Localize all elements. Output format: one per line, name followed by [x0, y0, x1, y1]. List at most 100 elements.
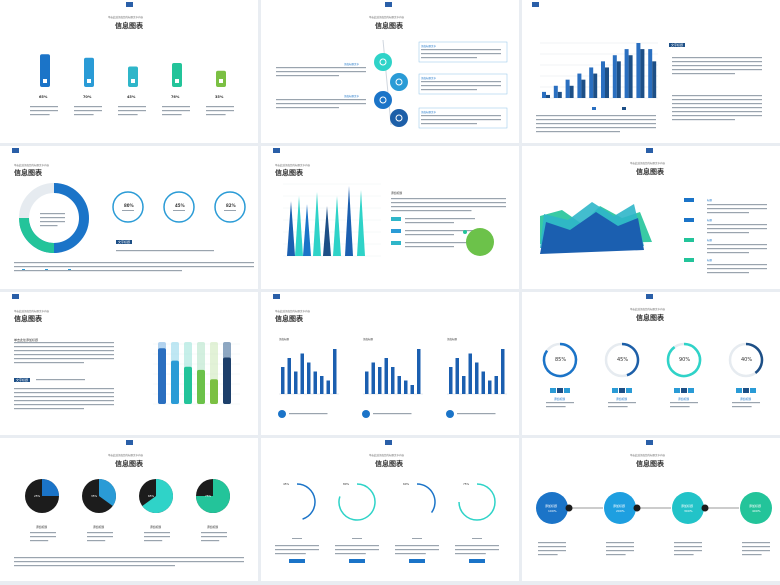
action-icon [688, 388, 694, 393]
body-text-line [707, 264, 767, 266]
body-text-line [14, 392, 114, 394]
pie-percent: 75% [205, 494, 212, 498]
body-text-line [201, 540, 220, 542]
legend-swatch [592, 107, 596, 110]
body-text-line [14, 354, 114, 356]
chart-bar [565, 79, 570, 98]
cylinder-fill [184, 366, 192, 404]
slide-6[interactable]: 单击此处添加您的标题文字内容 信息图表 标题 标题 标题 标题 [522, 146, 780, 289]
bar-percent-label: 76% [171, 95, 180, 99]
flow-icon [379, 58, 387, 66]
arc-percent: 80% [343, 482, 350, 486]
bar-icon [131, 79, 135, 83]
ring-arc [542, 342, 578, 378]
slide-title: 信息图表 [636, 460, 664, 468]
ring-arc [666, 342, 702, 378]
chart-bar [417, 349, 421, 394]
chart-bar [636, 43, 641, 98]
body-text-line [118, 114, 138, 116]
body-text-line [276, 99, 366, 101]
action-icon [557, 388, 563, 393]
progress-arc [458, 483, 496, 521]
cylinder-fill [158, 348, 166, 404]
flow-circle [374, 53, 392, 71]
body-text-line [421, 81, 501, 83]
body-text-line [672, 69, 762, 71]
slide-11[interactable]: 单击此处添加您的标题文字内容 信息图表 45% 80% 60% 75% [261, 438, 519, 581]
slide-7[interactable]: 单击此处添加您的标题文字内容 信息图表 单击此处添加标题 文字标题 [0, 292, 258, 435]
body-text-line [538, 550, 566, 552]
cylinder-fill [171, 360, 179, 404]
body-text-line [289, 413, 328, 415]
body-text-line [276, 103, 366, 105]
body-text-line [36, 379, 85, 381]
slide-title: 信息图表 [375, 460, 403, 468]
body-text-line [608, 402, 636, 404]
body-text-line [335, 553, 366, 555]
body-text-line [536, 115, 656, 117]
ring-caption: 添加标题 [740, 397, 751, 401]
step-label: 添加标题 [613, 503, 625, 508]
slide-4[interactable]: 单击此处添加您的标题文字内容 信息图表 80% 45% 82% 文字标题 [0, 146, 258, 289]
slide-1[interactable]: 单击此处添加您的标题文字内容 信息图表 65% 70% 45% 76% 35% [0, 0, 258, 143]
slide-title: 信息图表 [14, 169, 42, 177]
item-box [418, 41, 508, 63]
step-circle [536, 492, 568, 524]
donut-rings: 80% 45% 82% [14, 183, 254, 272]
body-text-line [538, 546, 566, 548]
slide-2[interactable]: 单击此处添加您的标题文字内容 信息图表 添加标题文字 添加标题文字 添加标题文字 添加… [261, 0, 519, 143]
body-text-line [14, 388, 114, 390]
action-icon [612, 388, 618, 393]
arc-percent: 60% [403, 482, 410, 486]
body-text-line [118, 110, 146, 112]
body-text-line [455, 553, 486, 555]
bar-column [216, 70, 226, 87]
body-text-line [405, 218, 475, 220]
slide-5[interactable]: 单击此处添加您的标题文字内容 信息图表 添加标题 [261, 146, 519, 289]
step-circle [740, 492, 772, 524]
slide-subtitle: 单击此处添加您的标题文字内容 [275, 310, 311, 313]
chart-bar [300, 353, 304, 394]
body-text-line [275, 545, 319, 547]
action-button [289, 559, 305, 563]
item-box [418, 73, 508, 95]
chart-bar [488, 380, 492, 394]
body-text-line [276, 75, 339, 77]
body-text-line [276, 67, 366, 69]
pie-slice [42, 479, 59, 496]
user-icon [446, 410, 454, 418]
area-layer [540, 212, 644, 254]
slide-12[interactable]: 单击此处添加您的标题文字内容 信息图表 添加标题 100% 添加标题 200% 添加标题… [522, 438, 780, 581]
pie-caption: 添加标题 [93, 525, 104, 529]
body-text-line [74, 106, 102, 108]
bar-column [128, 66, 138, 87]
body-text-line [373, 413, 412, 415]
slide-8[interactable]: 单击此处添加您的标题文字内容 信息图表 添加标题 添加标题 添加标题 [261, 292, 519, 435]
body-text-line [118, 106, 146, 108]
label-button [391, 217, 401, 221]
body-text-line [536, 123, 656, 125]
body-text-line [14, 561, 244, 563]
slide-3[interactable]: 文字标题 [522, 0, 780, 143]
body-text-line [546, 402, 574, 404]
body-text-line [14, 565, 175, 567]
body-text-line [421, 115, 501, 117]
body-text-line [672, 95, 762, 97]
title-badge: 文字标题 [116, 240, 133, 244]
item-heading: 添加标题文字 [344, 62, 360, 66]
body-text-line [206, 110, 234, 112]
slide-badge [385, 440, 392, 445]
slide-9[interactable]: 单击此处添加您的标题文字内容 信息图表 85% 添加标题 45% 添加标题 90% 添加标… [522, 292, 780, 435]
ring-caption [173, 210, 185, 211]
chart-bar [640, 49, 645, 98]
small-bubble [463, 230, 467, 234]
slide-10[interactable]: 单击此处添加您的标题文字内容 信息图表 25% 添加标题 35% 添加标题 65% 添加标… [0, 438, 258, 581]
body-text-line [391, 210, 472, 212]
body-text-line [707, 268, 767, 270]
chart-bar [648, 49, 653, 98]
arc-percent: 75% [463, 482, 470, 486]
body-text-line [201, 536, 227, 538]
body-text-line [87, 536, 113, 538]
chart-bar [455, 358, 459, 394]
body-text-line [405, 242, 475, 244]
